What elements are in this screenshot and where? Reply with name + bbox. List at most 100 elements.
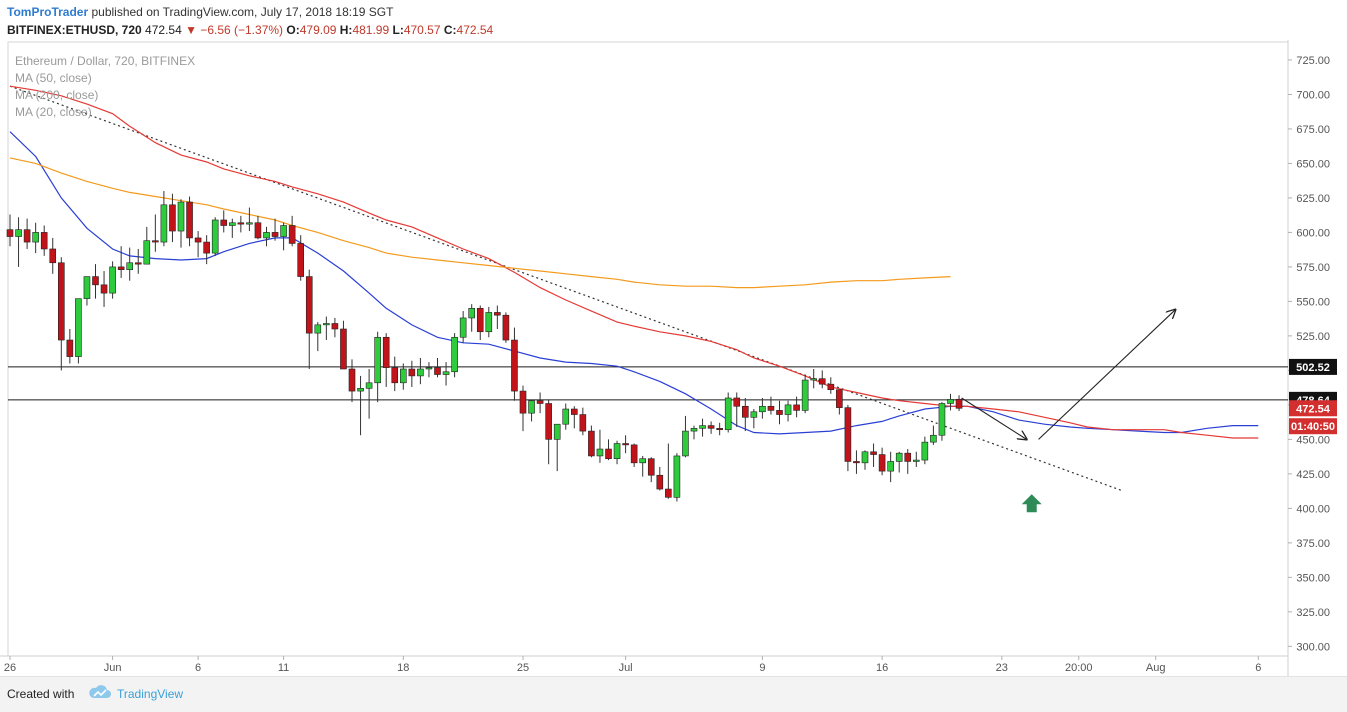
legend-ma20[interactable]: MA (20, close)	[15, 105, 92, 119]
candle-down	[536, 400, 544, 404]
candle-down	[588, 430, 595, 457]
candle-up	[459, 317, 467, 338]
x-tick-label: 6	[1255, 662, 1261, 674]
candle-down	[476, 307, 484, 333]
price-change: ▼ −6.56 (−1.37%)	[185, 23, 284, 37]
candle-up	[613, 443, 621, 459]
candle-down	[57, 262, 65, 341]
candle-up	[280, 225, 287, 237]
chart-area[interactable]: 300.00 325.00 350.00 375.00 400.00 425.00 450.…	[0, 40, 1347, 676]
candle-up	[425, 367, 433, 370]
candle-up	[399, 368, 407, 384]
candle-up	[246, 222, 253, 225]
candle-down	[955, 398, 963, 409]
candle-up	[160, 204, 168, 243]
y-tick-label: 625.00	[1296, 193, 1330, 205]
candle-up	[682, 430, 689, 457]
x-tick-label: 9	[759, 662, 765, 674]
downtrend-line	[9, 85, 1122, 491]
x-tick-label: Jul	[619, 662, 633, 674]
candle-down	[665, 488, 672, 498]
tradingview-cloud-icon[interactable]	[88, 684, 112, 700]
ma50-line	[9, 85, 1259, 439]
candle-up	[861, 451, 869, 464]
price-chart[interactable]: 300.00 325.00 350.00 375.00 400.00 425.00 450.…	[0, 40, 1347, 676]
candle-down	[904, 452, 912, 462]
level-tag-upper-bg	[1289, 358, 1337, 375]
y-tick-label: 575.00	[1296, 262, 1330, 274]
y-tick-label: 300.00	[1296, 641, 1330, 653]
candle-up	[126, 262, 133, 270]
candle-down	[511, 339, 518, 392]
last-price-tag-bg	[1289, 400, 1337, 417]
y-tick-label: 400.00	[1296, 503, 1330, 515]
projection-arrow	[1038, 310, 1176, 440]
candle-down	[707, 425, 715, 429]
ma200-line	[9, 157, 951, 289]
candle-up	[263, 232, 270, 239]
y-tick-label: 600.00	[1296, 227, 1330, 239]
x-tick-label: Jun	[104, 662, 122, 674]
publish-info: TomProTrader published on TradingView.co…	[7, 5, 393, 19]
open-label: O:	[286, 23, 300, 37]
countdown-tag-bg	[1289, 418, 1337, 435]
candle-down	[818, 378, 826, 385]
candle-down	[134, 262, 142, 265]
tradingview-brand[interactable]: TradingView	[117, 687, 184, 701]
candle-up	[417, 368, 424, 377]
candle-up	[947, 399, 954, 404]
candle-up	[750, 411, 758, 418]
candle-down	[870, 451, 877, 455]
candle-up	[143, 240, 151, 265]
candle-down	[519, 390, 527, 414]
candle-down	[716, 428, 723, 431]
candle-up	[468, 307, 476, 319]
candle-down	[237, 222, 245, 225]
candle-down	[340, 328, 347, 370]
candle-down	[152, 240, 159, 243]
candle-down	[605, 448, 612, 459]
candle-down	[391, 367, 399, 384]
candle-up	[365, 382, 373, 389]
candle-down	[203, 241, 210, 254]
candle-up	[690, 428, 698, 432]
candle-down	[545, 403, 552, 440]
legend-title: Ethereum / Dollar, 720, BITFINEX	[15, 54, 196, 68]
countdown-tag: 01:40:50	[1291, 421, 1335, 433]
candle-down	[767, 405, 775, 411]
y-tick-label: 650.00	[1296, 158, 1330, 170]
y-tick-label: 725.00	[1296, 55, 1330, 67]
x-tick-label: 6	[195, 662, 201, 674]
candle-down	[622, 443, 629, 446]
y-tick-label: 550.00	[1296, 296, 1330, 308]
x-tick-label: 25	[517, 662, 529, 674]
legend-ma50[interactable]: MA (50, close)	[15, 71, 92, 85]
legend-ma200[interactable]: MA (200, close)	[15, 88, 99, 102]
candle-down	[186, 201, 193, 239]
x-tick-label: 18	[397, 662, 409, 674]
candle-up	[921, 441, 929, 461]
low-label: L:	[392, 23, 404, 37]
candle-down	[254, 222, 262, 239]
candle-up	[596, 448, 604, 457]
candle-up	[930, 434, 937, 443]
candle-up	[724, 397, 732, 431]
candle-down	[836, 389, 843, 408]
y-tick-label: 450.00	[1296, 434, 1330, 446]
high-value: 481.99	[352, 23, 390, 37]
candle-down	[331, 323, 339, 330]
candle-up	[562, 408, 570, 425]
candle-up	[912, 459, 920, 462]
candle-up	[32, 232, 39, 243]
candle-down	[878, 454, 886, 472]
x-tick-label: 11	[278, 662, 289, 674]
candle-up	[485, 312, 493, 333]
publisher-name[interactable]: TomProTrader	[7, 5, 89, 19]
y-tick-label: 525.00	[1296, 331, 1330, 343]
candle-down	[220, 219, 228, 226]
x-tick-label: 16	[876, 662, 888, 674]
y-tick-label: 325.00	[1296, 607, 1330, 619]
candle-down	[348, 368, 356, 392]
candle-up	[673, 455, 681, 498]
close-value: 472.54	[456, 23, 494, 37]
